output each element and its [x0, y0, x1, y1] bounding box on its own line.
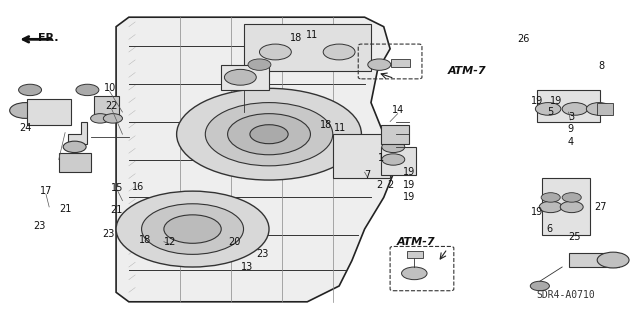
Bar: [244, 24, 371, 71]
Text: 7: 7: [365, 170, 371, 180]
Text: 23: 23: [33, 221, 46, 231]
Circle shape: [177, 88, 362, 180]
Text: 26: 26: [518, 34, 530, 44]
Bar: [59, 153, 91, 172]
Text: 5: 5: [548, 107, 554, 117]
Text: 18: 18: [139, 235, 151, 245]
Circle shape: [540, 201, 562, 213]
Bar: [221, 65, 269, 90]
Circle shape: [401, 267, 427, 280]
Bar: [406, 250, 422, 257]
Circle shape: [63, 154, 86, 165]
Text: 19: 19: [531, 207, 543, 217]
Circle shape: [225, 69, 256, 85]
Circle shape: [560, 201, 583, 213]
Text: 16: 16: [132, 182, 145, 192]
Polygon shape: [68, 122, 88, 144]
Text: 1: 1: [378, 153, 383, 163]
Text: ATM-7: ATM-7: [396, 237, 435, 247]
Circle shape: [63, 141, 86, 152]
Text: 23: 23: [102, 229, 115, 239]
Circle shape: [368, 59, 391, 70]
Text: 27: 27: [594, 202, 607, 212]
Text: 11: 11: [306, 30, 319, 40]
Text: 19: 19: [550, 96, 562, 106]
Text: ATM-7: ATM-7: [447, 66, 486, 76]
Text: 9: 9: [568, 124, 573, 135]
Circle shape: [586, 103, 612, 115]
Text: 22: 22: [106, 101, 118, 111]
Circle shape: [141, 204, 244, 254]
Text: 17: 17: [40, 186, 52, 196]
Bar: [392, 59, 410, 67]
Text: 8: 8: [598, 61, 605, 71]
Text: 21: 21: [110, 205, 122, 215]
Circle shape: [91, 114, 109, 123]
Circle shape: [562, 103, 588, 115]
Text: 6: 6: [547, 224, 552, 234]
Text: SDR4-A0710: SDR4-A0710: [537, 291, 595, 300]
Text: 4: 4: [568, 137, 573, 147]
Circle shape: [531, 281, 549, 291]
Bar: [333, 134, 390, 178]
Circle shape: [382, 154, 404, 165]
Circle shape: [19, 84, 42, 96]
Text: 25: 25: [568, 232, 581, 242]
Circle shape: [536, 103, 561, 115]
Circle shape: [10, 103, 42, 118]
Text: 14: 14: [392, 106, 404, 115]
Text: 19: 19: [403, 167, 415, 177]
Bar: [541, 178, 589, 235]
Bar: [94, 96, 119, 115]
Circle shape: [76, 84, 99, 96]
Circle shape: [116, 191, 269, 267]
Circle shape: [36, 104, 62, 117]
Bar: [381, 147, 415, 175]
Text: 3: 3: [569, 112, 575, 122]
Text: 19: 19: [403, 192, 415, 202]
Text: 19: 19: [403, 180, 415, 190]
Bar: [597, 103, 613, 115]
Text: 11: 11: [333, 123, 346, 133]
Circle shape: [228, 114, 310, 155]
Circle shape: [250, 125, 288, 144]
Bar: [568, 253, 620, 267]
Text: 2: 2: [388, 181, 394, 190]
Text: 10: 10: [104, 83, 116, 93]
Circle shape: [103, 114, 122, 123]
Bar: [537, 90, 600, 122]
Bar: [27, 100, 72, 125]
Text: 18: 18: [320, 120, 333, 130]
Text: 12: 12: [164, 237, 177, 247]
Text: 2: 2: [376, 181, 382, 190]
Text: 19: 19: [531, 96, 543, 106]
Text: 15: 15: [111, 183, 124, 193]
Text: FR.: FR.: [38, 33, 58, 43]
Text: 18: 18: [290, 33, 302, 43]
Bar: [381, 125, 409, 144]
Text: 23: 23: [257, 249, 269, 259]
Circle shape: [541, 193, 560, 202]
Circle shape: [323, 44, 355, 60]
Text: 13: 13: [241, 262, 253, 272]
Polygon shape: [116, 17, 396, 302]
Text: 24: 24: [19, 123, 32, 133]
Text: 21: 21: [59, 204, 71, 213]
Text: 20: 20: [228, 237, 241, 247]
Circle shape: [164, 215, 221, 243]
Circle shape: [205, 103, 333, 166]
Circle shape: [259, 44, 291, 60]
Circle shape: [248, 59, 271, 70]
Circle shape: [562, 193, 581, 202]
Circle shape: [597, 252, 629, 268]
Circle shape: [382, 141, 404, 152]
